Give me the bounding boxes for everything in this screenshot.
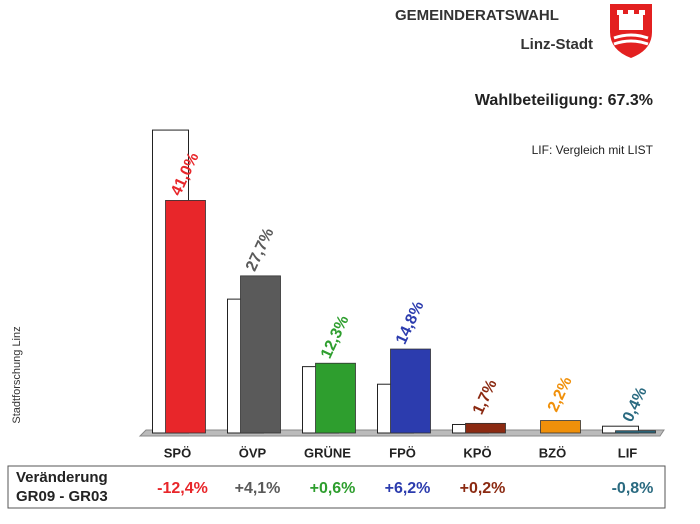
chart-subtitle: Linz-Stadt xyxy=(521,36,594,53)
bar xyxy=(540,420,581,434)
change-title: Veränderung xyxy=(16,469,108,486)
value-label: 1,7% xyxy=(470,377,501,417)
note: LIF: Vergleich mit LIST xyxy=(532,143,654,157)
bar xyxy=(315,362,356,434)
value-label: 0,4% xyxy=(620,384,651,424)
change-label: +6,2% xyxy=(385,480,431,497)
change-label: -12,4% xyxy=(157,480,208,497)
x-tick-label: BZÖ xyxy=(539,445,566,460)
turnout: Wahlbeteiligung: 67.3% xyxy=(475,92,653,109)
change-label: -0,8% xyxy=(612,480,654,497)
x-tick-label: FPÖ xyxy=(389,445,416,460)
x-tick-label: GRÜNE xyxy=(304,445,351,460)
bar xyxy=(240,275,281,434)
change-label: +0,2% xyxy=(460,480,506,497)
x-tick-label: LIF xyxy=(618,445,638,460)
city-logo xyxy=(610,4,652,58)
x-tick-label: ÖVP xyxy=(239,445,267,460)
change-label: +0,6% xyxy=(310,480,356,497)
source: Stadtforschung Linz xyxy=(11,326,23,423)
bar xyxy=(165,200,206,434)
change-label: +4,1% xyxy=(235,480,281,497)
x-tick-label: SPÖ xyxy=(164,445,191,460)
x-tick-label: KPÖ xyxy=(463,445,491,460)
bar xyxy=(615,430,656,434)
value-label: 27,7% xyxy=(243,226,278,274)
bar xyxy=(465,422,506,434)
value-label: 12,3% xyxy=(318,313,353,361)
value-label: 14,8% xyxy=(393,299,428,347)
chart-title: GEMEINDERATSWAHL xyxy=(395,7,559,24)
logo-waves xyxy=(613,33,649,46)
logo-castle xyxy=(617,10,645,30)
bar xyxy=(390,348,431,434)
value-label: 2,2% xyxy=(545,374,576,414)
change-title: GR09 - GR03 xyxy=(16,488,108,505)
change-box xyxy=(7,465,666,509)
